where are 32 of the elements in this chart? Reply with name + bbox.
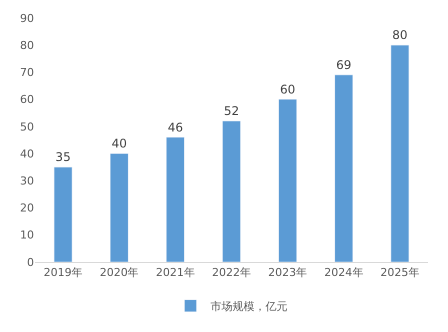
bar (110, 153, 128, 262)
y-tick-label: 0 (27, 256, 34, 269)
y-tick-label: 20 (20, 202, 34, 215)
y-tick-label: 60 (20, 93, 34, 106)
data-label: 35 (55, 150, 71, 164)
bar (278, 99, 297, 262)
data-label: 60 (280, 82, 296, 96)
y-tick-label: 10 (20, 228, 34, 242)
x-tick-label: 2023年 (268, 266, 308, 280)
y-tick-label: 40 (20, 147, 34, 160)
x-tick-label: 2025年 (380, 266, 420, 280)
y-tick-label: 80 (20, 38, 34, 52)
x-tick-label: 2024年 (324, 266, 364, 280)
x-tick-label: 2022年 (212, 266, 251, 280)
y-tick-label: 70 (20, 66, 34, 80)
data-label: 46 (168, 120, 183, 134)
bar (390, 44, 410, 262)
legend-label: 市场规模，亿元 (210, 300, 288, 314)
data-label: 80 (392, 28, 408, 42)
x-tick-label: 2021年 (156, 266, 195, 280)
bar (166, 137, 185, 262)
y-tick-label: 90 (20, 12, 34, 25)
y-tick-label: 30 (20, 174, 34, 188)
bar (222, 120, 241, 262)
bar (54, 166, 72, 262)
bar (334, 74, 354, 262)
data-label: 52 (224, 104, 240, 118)
data-label: 69 (336, 58, 352, 72)
x-tick-label: 2019年 (44, 266, 83, 280)
y-tick-label: 50 (20, 120, 34, 134)
data-label: 40 (112, 136, 127, 151)
x-tick-label: 2020年 (100, 266, 139, 280)
